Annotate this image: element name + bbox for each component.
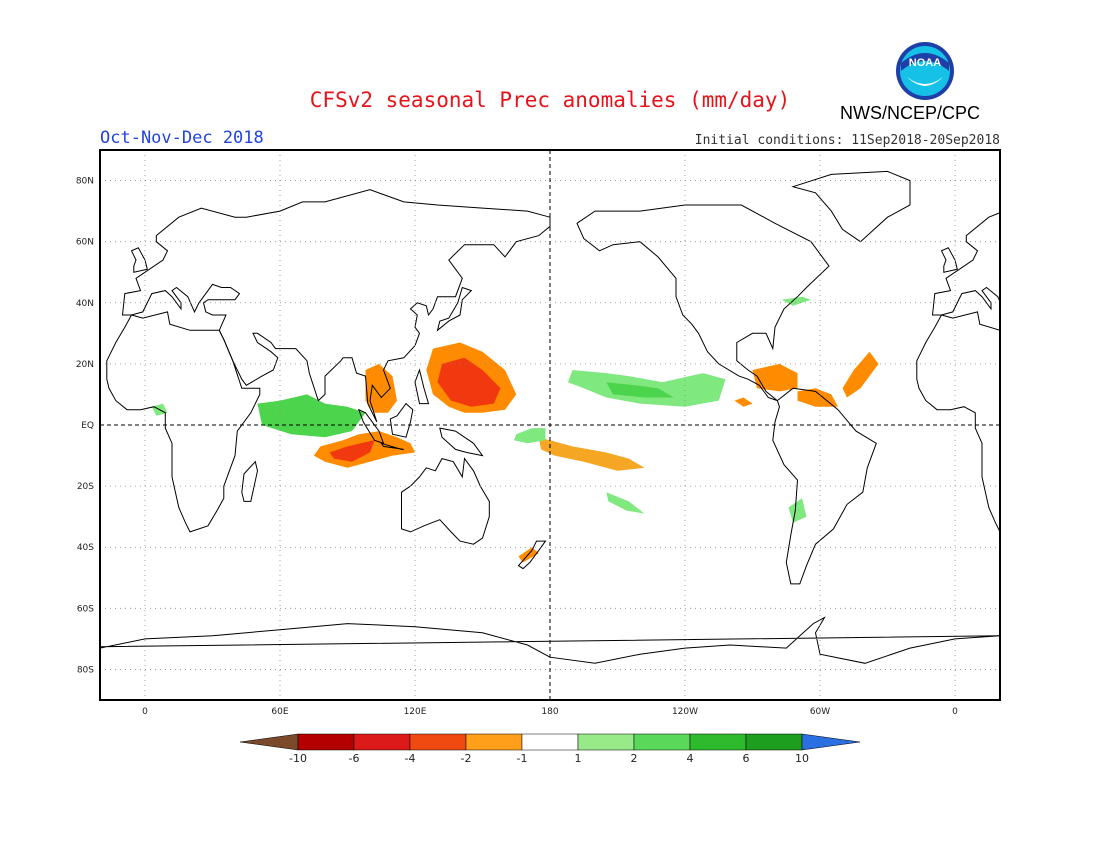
- colorbar-swatch: [465, 733, 523, 751]
- anomaly-cp-wet: [514, 428, 546, 444]
- latitude-axis: 80N 60N 40N 20N EQ 20S 40S 60S 80S: [76, 177, 94, 676]
- landmass-antarctica: [100, 616, 1000, 664]
- colorbar-swatch: [577, 733, 635, 751]
- landmass-madagascar: [241, 460, 259, 502]
- colorbar-label: -2: [461, 752, 472, 765]
- map-frame: [99, 149, 1001, 701]
- anomaly-atl-dry: [797, 388, 838, 407]
- colorbar-label: -1: [517, 752, 528, 765]
- noaa-logo: NOAA: [895, 41, 955, 101]
- colorbar-label: 1: [575, 752, 582, 765]
- colorbar-swatch: [689, 733, 747, 751]
- period-label: Oct-Nov-Dec 2018: [100, 128, 264, 148]
- lat-tick-label: 20S: [77, 482, 94, 492]
- colorbar: -10 -6 -4 -2 -1 1 2 4 6 10: [239, 733, 861, 765]
- landmass-greenland: [791, 170, 911, 243]
- colorbar-swatch: [633, 733, 691, 751]
- landmass-south-america: [772, 387, 877, 585]
- anomaly-atl-dry-2: [842, 351, 879, 398]
- landmass-eurasia: [931, 212, 1000, 316]
- landmass-uk: [940, 247, 958, 273]
- colorbar-label: -6: [349, 752, 360, 765]
- anomaly-epac-dry: [734, 397, 753, 407]
- colorbar-right-arrow: [801, 733, 861, 751]
- lat-tick-label: 40N: [76, 299, 94, 309]
- colorbar-left-arrow: [239, 733, 299, 751]
- colorbar-label: 6: [743, 752, 750, 765]
- landmass-sumatra: [357, 408, 385, 445]
- chart-title: CFSv2 seasonal Prec anomalies (mm/day): [309, 88, 791, 112]
- agency-label: NWS/NCEP/CPC: [840, 103, 981, 123]
- landmass-africa: [106, 311, 261, 533]
- landmass-borneo: [389, 402, 414, 438]
- lat-tick-label: 80S: [77, 665, 94, 675]
- colorbar-label: -10: [289, 752, 307, 765]
- lon-tick-label: 0: [142, 707, 148, 717]
- anomaly-scz-dry: [538, 437, 645, 471]
- colorbar-label: -4: [405, 752, 416, 765]
- anomaly-wp-dry-core: [437, 357, 501, 407]
- lon-tick-label: 180: [541, 707, 558, 717]
- lon-tick-label: 60E: [271, 707, 288, 717]
- colorbar-label: 4: [687, 752, 694, 765]
- anomaly-sp-wet: [606, 492, 645, 514]
- lon-tick-label: 60W: [810, 707, 830, 717]
- landmass-new-guinea: [439, 427, 484, 457]
- anomaly-itcz-wet-core: [606, 382, 674, 398]
- lat-tick-label: 40S: [77, 543, 94, 553]
- colorbar-swatch: [353, 733, 411, 751]
- initial-conditions-label: Initial conditions: 11Sep2018-20Sep2018: [694, 133, 1000, 148]
- colorbar-swatch: [297, 733, 355, 751]
- landmass-eurasia: [121, 189, 551, 423]
- lon-tick-label: 0: [952, 707, 958, 717]
- landmass-africa: [916, 311, 1000, 533]
- anomaly-io-dry-core: [329, 440, 375, 462]
- landmass-philippines: [414, 368, 430, 405]
- longitude-axis: 0 60E 120E 180 120W 60W 0: [142, 707, 958, 717]
- landmass-japan: [436, 286, 473, 332]
- anomaly-sa-wet: [788, 498, 807, 523]
- landmass-australia: [401, 457, 490, 545]
- logo-text: NOAA: [909, 57, 941, 69]
- colorbar-swatch: [409, 733, 467, 751]
- anomaly-maritime-dry: [365, 363, 397, 413]
- colorbar-label: 10: [795, 752, 809, 765]
- landmass-north-america: [576, 204, 830, 402]
- lat-tick-label: 20N: [76, 360, 94, 370]
- landmass-new-zealand: [517, 540, 547, 570]
- lat-tick-label: 60S: [77, 604, 94, 614]
- lat-tick-label: 80N: [76, 177, 94, 187]
- landmass-indochina-java: [380, 442, 404, 450]
- grid-lines: [100, 150, 1000, 700]
- colorbar-swatch: [521, 733, 579, 751]
- landmass-uk: [130, 247, 148, 273]
- lat-tick-label: EQ: [81, 421, 94, 431]
- lon-tick-label: 120E: [404, 707, 427, 717]
- anomaly-ei-wet: [257, 394, 366, 438]
- anomaly-layer: [151, 296, 879, 563]
- coastlines: [100, 170, 1000, 664]
- lat-tick-label: 60N: [76, 238, 94, 248]
- lon-tick-label: 120W: [672, 707, 698, 717]
- anomaly-carib-dry: [752, 363, 798, 392]
- colorbar-swatch: [745, 733, 803, 751]
- anomaly-na-wet: [781, 296, 811, 306]
- colorbar-label: 2: [631, 752, 638, 765]
